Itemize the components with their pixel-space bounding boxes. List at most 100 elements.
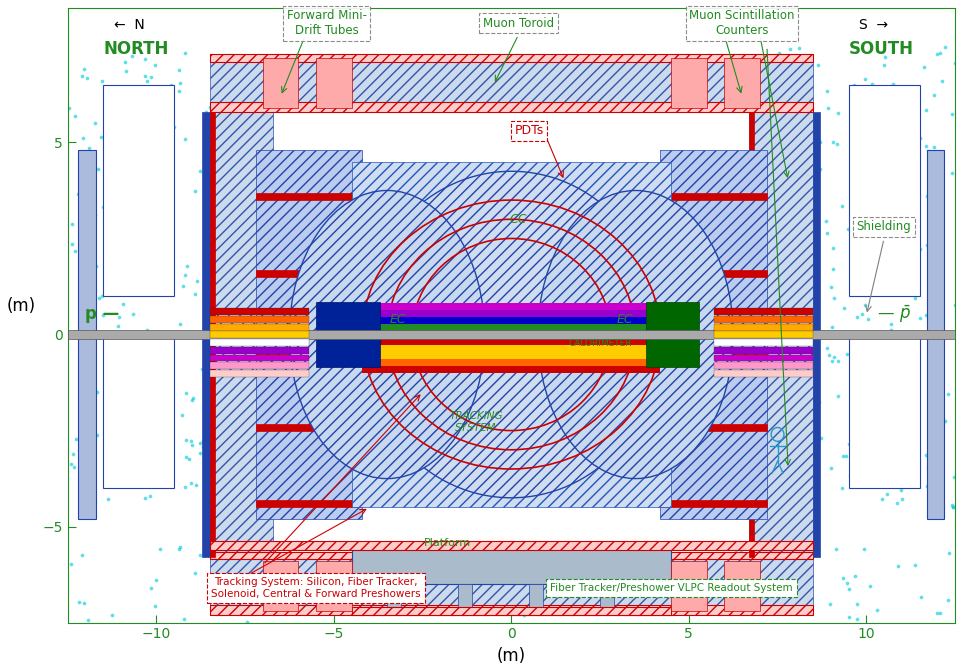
Point [151,377,166,388]
Point [853,237,869,248]
Bar [713,362,812,369]
Point [208,134,223,145]
Point [194,327,209,338]
Point [196,226,211,237]
Point [911,132,926,143]
Point [411,586,427,597]
Point [143,583,159,593]
Point [87,210,103,220]
Point [790,282,805,293]
Point [175,280,190,291]
Point [665,552,680,562]
Point [933,76,949,87]
Point [192,448,208,458]
Point [946,58,961,69]
Point [236,598,252,609]
Point [771,474,786,485]
Point [868,450,883,461]
Point [225,541,240,552]
Point [874,494,889,505]
Point [912,591,927,602]
Point [926,353,942,364]
Bar [209,54,812,112]
Point [858,99,874,110]
Bar [103,335,174,488]
Point [509,598,525,609]
Point [68,434,84,445]
Point [660,559,676,570]
Text: Muon Toroid: Muon Toroid [482,17,554,30]
Point [85,306,100,317]
Point [192,437,208,448]
Point [224,409,239,419]
Point [894,493,909,504]
Point [878,489,894,499]
Point [858,173,874,184]
Bar [209,339,308,346]
Point [174,410,189,421]
Point [145,167,160,178]
Point [876,51,892,62]
Point [842,471,857,482]
Point [137,493,153,503]
Point [341,597,357,608]
Point [899,390,915,401]
Point [785,55,801,66]
Point [911,243,926,254]
Bar [209,552,812,559]
Point [819,228,834,239]
Point [775,369,790,380]
Point [920,161,935,172]
Bar [659,501,766,507]
Point [144,141,160,152]
Point [230,458,245,469]
Point [321,570,336,581]
Point [115,298,131,309]
Point [828,139,844,150]
Point [824,355,839,366]
Point [821,349,836,360]
Point [164,369,180,380]
Point [187,567,203,578]
Point [177,134,192,144]
Point [409,581,425,592]
Point [586,580,602,591]
Point [204,393,219,404]
Point [812,433,827,444]
Bar [256,150,362,519]
Point [95,202,111,212]
Point [101,448,116,459]
Point [906,560,922,571]
Point [147,201,162,212]
Bar [256,347,362,353]
Point [67,246,83,257]
Point [600,577,615,587]
Point [94,76,110,87]
Point [126,227,141,238]
Point [409,591,425,602]
Bar [316,561,351,611]
Point [794,267,809,278]
Point [208,185,223,196]
Point [146,439,161,450]
Bar [724,561,759,611]
Point [778,190,794,200]
X-axis label: (m): (m) [496,647,526,665]
Point [918,140,933,151]
Point [76,598,91,609]
Point [777,187,793,198]
Point [231,206,246,216]
Point [70,188,86,199]
Point [940,548,955,558]
Bar [256,270,362,277]
Text: — $\bar{p}$: — $\bar{p}$ [876,304,910,325]
Bar [256,501,362,507]
Point [884,200,899,211]
Point [86,257,101,267]
Point [919,191,934,202]
Point [611,594,627,605]
Point [159,442,174,452]
Point [171,65,186,75]
Point [218,577,234,587]
Point [840,612,855,622]
